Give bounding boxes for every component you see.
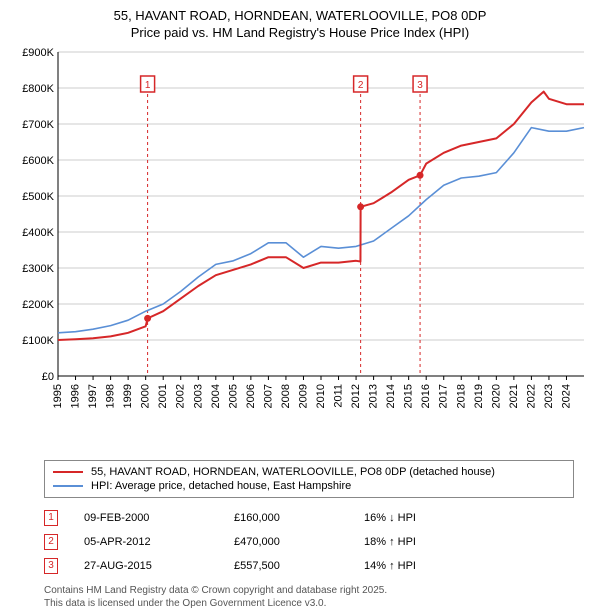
x-tick-label: 2016 — [420, 384, 432, 408]
title-line1: 55, HAVANT ROAD, HORNDEAN, WATERLOOVILLE… — [8, 8, 592, 25]
x-tick-label: 2010 — [315, 384, 327, 408]
x-tick-label: 1998 — [105, 384, 117, 408]
sales-badge: 2 — [44, 534, 58, 550]
y-tick-label: £400K — [22, 227, 54, 239]
x-tick-label: 2022 — [525, 384, 537, 408]
sales-date: 05-APR-2012 — [84, 536, 234, 548]
x-tick-label: 2011 — [333, 384, 345, 408]
y-tick-label: £900K — [22, 47, 54, 59]
x-tick-label: 2006 — [245, 384, 257, 408]
sales-price: £557,500 — [234, 560, 364, 572]
sales-row: 2 05-APR-2012£470,00018% ↑ HPI — [44, 530, 574, 554]
y-tick-label: £500K — [22, 191, 54, 203]
x-tick-label: 2008 — [280, 384, 292, 408]
x-tick-label: 2005 — [227, 384, 239, 408]
sales-diff: 16% ↓ HPI — [364, 512, 416, 524]
sales-date: 09-FEB-2000 — [84, 512, 234, 524]
x-tick-label: 1995 — [52, 384, 64, 408]
line-chart-svg: £0 £100K £200K £300K £400K £500K £600K £700K £80… — [18, 46, 588, 422]
legend-row: 55, HAVANT ROAD, HORNDEAN, WATERLOOVILLE… — [53, 465, 565, 479]
x-tick-label: 2013 — [368, 384, 380, 408]
sales-diff: 14% ↑ HPI — [364, 560, 416, 572]
x-tick-label: 2004 — [210, 384, 222, 408]
legend-label: HPI: Average price, detached house, East… — [91, 480, 351, 492]
x-tick-label: 1997 — [87, 384, 99, 408]
x-tick-label: 2012 — [350, 384, 362, 408]
footer-line2: This data is licensed under the Open Gov… — [44, 597, 592, 610]
legend-row: HPI: Average price, detached house, East… — [53, 479, 565, 493]
x-tick-label: 2001 — [157, 384, 169, 408]
y-tick-label: £300K — [22, 263, 54, 275]
x-tick-label: 1999 — [122, 384, 134, 408]
x-tick-label: 2014 — [385, 384, 397, 408]
sales-row: 1 09-FEB-2000£160,00016% ↓ HPI — [44, 506, 574, 530]
x-tick-label: 2024 — [560, 384, 572, 408]
x-tick-label: 2023 — [543, 384, 555, 408]
y-tick-label: £600K — [22, 155, 54, 167]
sales-price: £470,000 — [234, 536, 364, 548]
x-tick-label: 2007 — [262, 384, 274, 408]
sales-table: 1 09-FEB-2000£160,00016% ↓ HPI 2 05-APR-201… — [44, 506, 574, 578]
y-tick-label: £700K — [22, 119, 54, 131]
series-hpi — [58, 127, 584, 332]
chart-area: £0 £100K £200K £300K £400K £500K £600K £700K £80… — [18, 46, 588, 416]
x-tick-label: 2018 — [455, 384, 467, 408]
x-tick-label: 2015 — [403, 384, 415, 408]
x-tick-label: 2002 — [175, 384, 187, 408]
x-tick-label: 2009 — [297, 384, 309, 408]
sales-badge: 1 — [44, 510, 58, 526]
sales-price: £160,000 — [234, 512, 364, 524]
sale-marker-number: 1 — [145, 80, 151, 91]
legend-label: 55, HAVANT ROAD, HORNDEAN, WATERLOOVILLE… — [91, 466, 495, 478]
x-tick-label: 2019 — [473, 384, 485, 408]
sales-diff: 18% ↑ HPI — [364, 536, 416, 548]
legend: 55, HAVANT ROAD, HORNDEAN, WATERLOOVILLE… — [44, 460, 574, 498]
x-tick-label: 2017 — [438, 384, 450, 408]
footer-note: Contains HM Land Registry data © Crown c… — [44, 584, 592, 610]
x-tick-label: 2021 — [508, 384, 520, 408]
sales-date: 27-AUG-2015 — [84, 560, 234, 572]
legend-swatch — [53, 485, 83, 487]
x-tick-label: 2000 — [140, 384, 152, 408]
sale-marker-number: 3 — [417, 80, 423, 91]
chart-container: 55, HAVANT ROAD, HORNDEAN, WATERLOOVILLE… — [0, 0, 600, 590]
y-tick-label: £800K — [22, 83, 54, 95]
x-tick-label: 2003 — [192, 384, 204, 408]
y-tick-label: £0 — [42, 371, 54, 383]
chart-title: 55, HAVANT ROAD, HORNDEAN, WATERLOOVILLE… — [8, 8, 592, 42]
footer-line1: Contains HM Land Registry data © Crown c… — [44, 584, 592, 597]
sales-badge: 3 — [44, 558, 58, 574]
y-tick-label: £200K — [22, 299, 54, 311]
x-tick-label: 2020 — [490, 384, 502, 408]
series-price_paid — [58, 91, 584, 339]
title-line2: Price paid vs. HM Land Registry's House … — [8, 25, 592, 42]
legend-swatch — [53, 471, 83, 473]
x-tick-label: 1996 — [70, 384, 82, 408]
sales-row: 3 27-AUG-2015£557,50014% ↑ HPI — [44, 554, 574, 578]
y-tick-label: £100K — [22, 335, 54, 347]
sale-marker-number: 2 — [358, 80, 364, 91]
